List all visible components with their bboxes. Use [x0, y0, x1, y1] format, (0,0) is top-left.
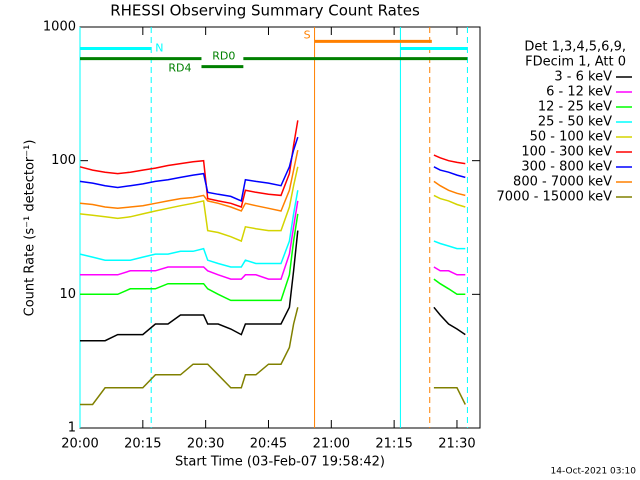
series-line — [79, 120, 466, 208]
y-axis-label: Count Rate (s⁻¹ detector⁻¹) — [23, 140, 38, 317]
chart-title: RHESSI Observing Summary Count Rates — [110, 2, 420, 20]
legend-label: 25 - 50 keV — [538, 115, 612, 130]
legend-header: Det 1,3,4,5,6,9, — [524, 40, 626, 55]
legend-label: 50 - 100 keV — [530, 130, 613, 145]
series-line — [79, 166, 466, 243]
legend-label: 100 - 300 keV — [521, 145, 612, 160]
series-line — [79, 190, 466, 268]
plot-frame — [79, 26, 481, 429]
series-line — [79, 136, 466, 202]
footer: 14-Oct-2021 03:10 — [551, 467, 637, 477]
y-tick-label: 1000 — [43, 20, 76, 35]
legend-header: FDecim 1, Att 0 — [525, 55, 626, 70]
x-axis-label: Start Time (03-Feb-07 19:58:42) — [175, 455, 385, 470]
x-tick-label: 20:15 — [124, 437, 161, 452]
series-line — [80, 213, 466, 302]
x-tick-label: 20:30 — [187, 437, 224, 452]
legend-label: 12 - 25 keV — [538, 100, 612, 115]
legend-label: 6 - 12 keV — [546, 85, 612, 100]
series-line — [80, 230, 466, 342]
flag-label: RD4 — [168, 62, 191, 75]
flag-label: RD0 — [212, 50, 235, 63]
y-tick-label: 100 — [51, 153, 76, 168]
x-tick-label: 21:15 — [375, 437, 412, 452]
x-tick-label: 21:30 — [438, 437, 475, 452]
y-tick-label: 10 — [59, 287, 76, 302]
series-line — [80, 200, 466, 280]
flag-label: N — [155, 42, 163, 55]
legend-label: 300 - 800 keV — [521, 160, 612, 175]
legend-label: 800 - 7000 keV — [513, 175, 612, 190]
x-tick-label: 20:00 — [61, 437, 98, 452]
flag-label: S — [304, 28, 311, 41]
x-tick-label: 20:45 — [250, 437, 287, 452]
legend-label: 3 - 6 keV — [554, 70, 612, 85]
series-line — [79, 149, 466, 212]
x-tick-label: 21:00 — [313, 437, 350, 452]
y-tick-label: 1 — [68, 421, 76, 436]
legend-label: 7000 - 15000 keV — [497, 190, 613, 205]
series-line — [80, 307, 466, 406]
